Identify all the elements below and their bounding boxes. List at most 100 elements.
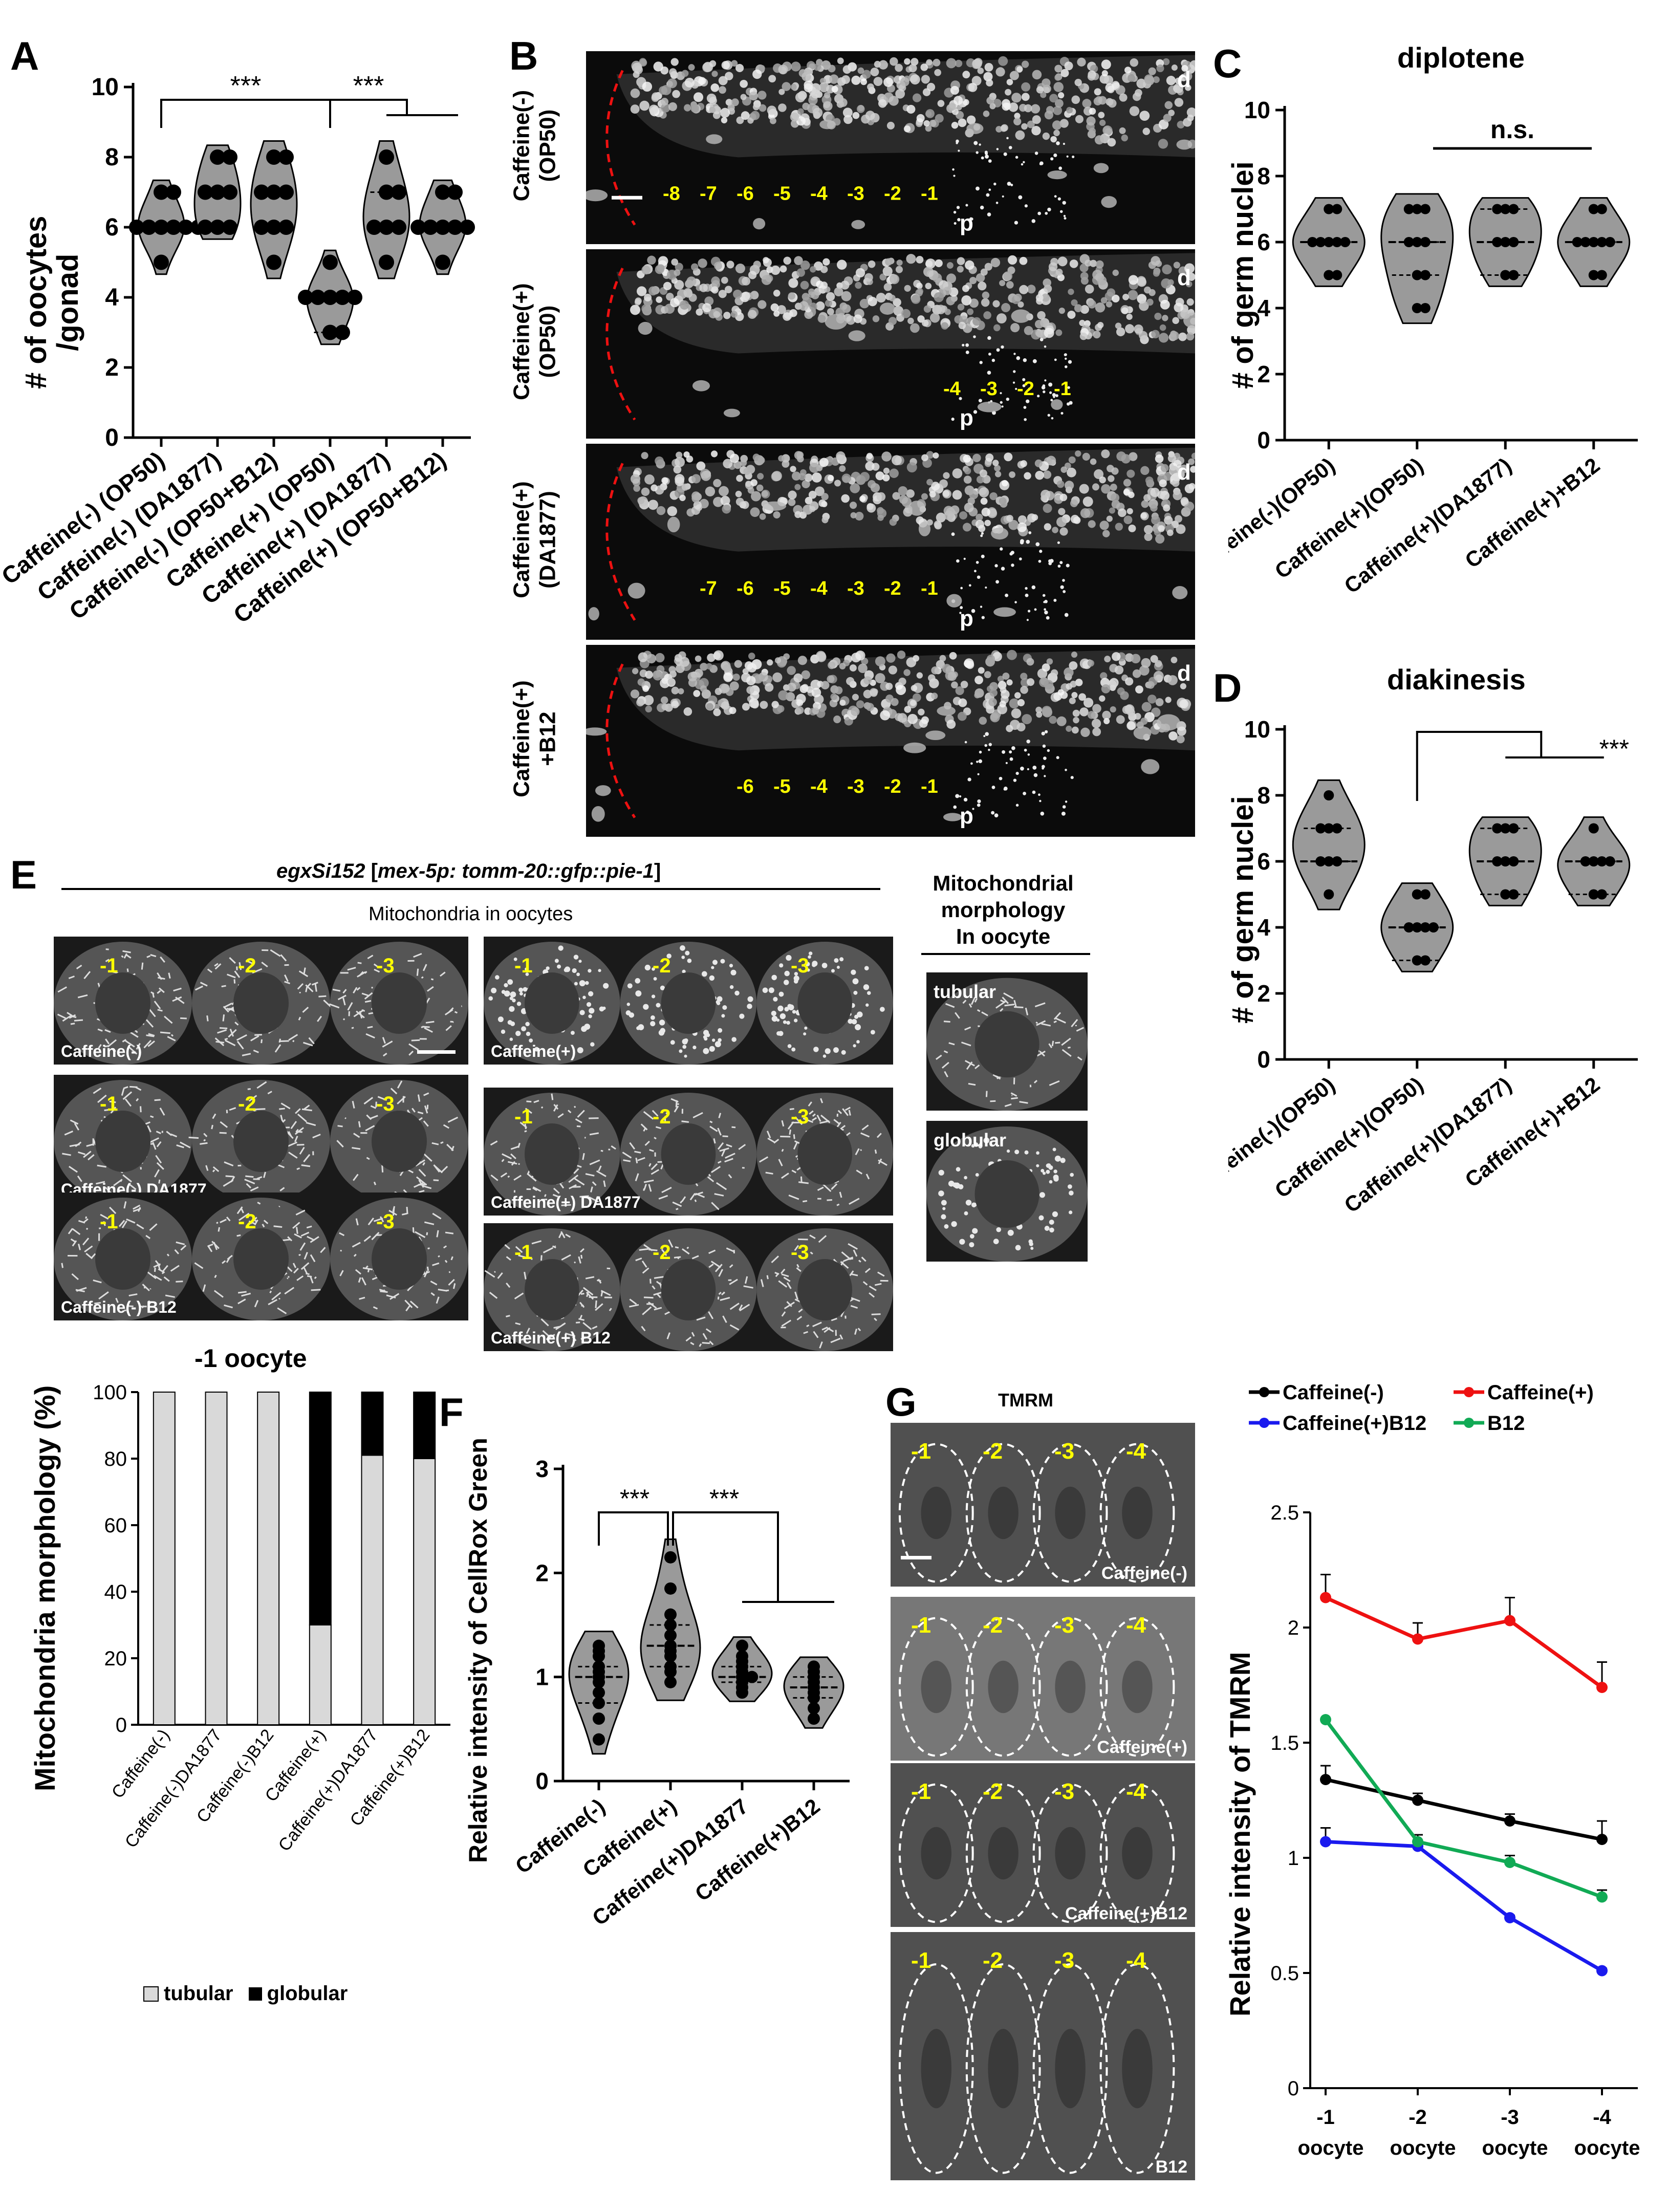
panel-b-image-1-germ-nucleus	[791, 61, 801, 72]
panel-d-data-point	[1324, 790, 1334, 800]
mito-image-left-2-mito-tubule	[296, 1167, 300, 1170]
panel-b-image-4-germ-nucleus	[1141, 702, 1152, 712]
panel-b-image-3-germ-nucleus	[980, 497, 988, 505]
panel-b-image-3-germ-nucleus	[1141, 500, 1149, 508]
panel-g-x-tick-label: -2	[1409, 2106, 1427, 2129]
tmrm-image-3-oocyte-outline	[1032, 1783, 1108, 1923]
panel-f-data-point	[808, 1660, 820, 1673]
mito-oocyte-label: -3	[376, 1210, 395, 1233]
panel-b-proximal-label: p	[960, 405, 973, 430]
panel-a-data-point	[310, 290, 326, 305]
tmrm-oocyte-label: -3	[1054, 1613, 1074, 1638]
panel-b-image-4-germ-nucleus	[772, 672, 783, 683]
panel-b-image-4-germ-nucleus	[1120, 691, 1129, 700]
mito-image-right-2-mito-tubule	[585, 1173, 595, 1177]
panel-b-image-1-germ-nucleus	[1015, 130, 1025, 140]
mito-image-left-2-mito-tubule	[97, 1094, 107, 1103]
mito-image-left-3-mito-tubule	[314, 1276, 317, 1280]
panel-b-image-2-germ-nucleus	[1079, 319, 1086, 327]
panel-b-image-2-germ-nucleus	[889, 274, 900, 285]
panel-b-image-2-germ-nucleus	[686, 276, 697, 287]
bar-legend: tubular globular	[143, 1982, 348, 2005]
panel-b-image-3-germ-nucleus	[850, 512, 857, 518]
panel-b-image-4-germ-nucleus	[637, 678, 645, 686]
mito-image-left-3-mito-tubule	[380, 1290, 388, 1293]
mito-image-left-2-mito-tubule	[250, 1186, 259, 1192]
panel-b-image-2-germ-nucleus	[748, 271, 757, 279]
panel-b-image-2-germ-nucleus	[721, 276, 728, 284]
panel-b-image-2-germ-nucleus	[932, 273, 942, 283]
mito-image-right-2-mito-tubule	[849, 1198, 860, 1205]
morph-image-tubular-canvas: tubular	[926, 972, 1088, 1111]
mito-image-left-1-mito-tubule	[122, 950, 131, 953]
panel-b-image-2-germ-nucleus	[800, 280, 809, 290]
panel-b-image-3-germ-nucleus	[710, 450, 718, 458]
mito-image-right-1-mito-dot	[588, 1014, 592, 1018]
panel-b-image-2-germ-nucleus	[907, 317, 914, 324]
panel-b-image-4-germ-nucleus	[796, 706, 804, 714]
mito-image-right-1-mito-dot	[638, 1024, 644, 1031]
panel-a-data-point	[166, 220, 181, 235]
mito-image-right-3-mito-tubule	[843, 1256, 854, 1262]
panel-b-image-4-germ-nucleus	[1079, 707, 1089, 717]
panel-b-image-3-germ-nucleus	[792, 471, 801, 481]
panel-b-image-1-germ-nucleus	[712, 111, 721, 119]
panel-b-image-1-germ-nucleus	[670, 58, 679, 66]
tmrm-image-1-oocyte-outline	[1032, 1443, 1108, 1583]
panel-b-image-1-germ-nucleus	[759, 64, 765, 72]
panel-a-data-point	[322, 254, 338, 270]
panel-b-image-1-sperm-dot	[980, 205, 984, 210]
panel-b-image-3-germ-nucleus	[1109, 507, 1115, 514]
mito-image-left-1-mito-tubule	[152, 992, 155, 998]
panel-g-legend-marker	[1464, 1387, 1474, 1397]
morph-image-globular-mito-dot	[942, 1207, 946, 1210]
mito-image-right-3-mito-tubule	[579, 1302, 585, 1308]
panel-b-image-1-germ-nucleus	[672, 90, 680, 98]
panel-b-image-3-germ-nucleus	[735, 490, 742, 497]
mito-image-left-2-mito-tubule	[303, 1104, 310, 1110]
tmrm-image-2-oocyte-outline	[898, 1617, 974, 1757]
mito-image-right-2-mito-tubule	[575, 1118, 582, 1123]
panel-b-image-4-sperm-dot	[972, 808, 974, 810]
panel-b-image-1-germ-nucleus	[1022, 60, 1029, 68]
mito-image-left-1-mito-tubule	[104, 1038, 110, 1045]
mito-oocyte-label: -2	[653, 955, 671, 977]
panel-d-data-point	[1596, 856, 1607, 866]
mito-image-right-2-mito-tubule	[861, 1124, 869, 1131]
panel-e-bar-y-tick-label: 20	[104, 1647, 127, 1670]
morph-image-globular-mito-dot	[1049, 1227, 1054, 1233]
panel-b-image-4-bright-nucleus	[595, 785, 611, 796]
mito-image-right-3-mito-tubule	[586, 1291, 594, 1300]
mito-image-left-2-mito-tubule	[113, 1179, 123, 1186]
panel-b-image-2-germ-nucleus	[630, 305, 640, 315]
panel-b-image-4-germ-nucleus	[997, 676, 1004, 683]
mito-image-left-3-mito-tubule	[352, 1242, 361, 1248]
panel-b-image-4-germ-nucleus	[1057, 689, 1065, 696]
panel-a-data-point	[391, 184, 406, 200]
mito-image-right-2-mito-tubule	[707, 1176, 714, 1182]
mito-image-left-3-mito-tubule	[166, 1253, 170, 1256]
mito-image-left-3-mito-tubule	[438, 1288, 447, 1292]
panel-b-image-4-germ-nucleus	[1131, 654, 1141, 664]
morph-image-tubular-mito-tubule	[962, 1000, 967, 1004]
panel-b-image-4-germ-nucleus	[949, 652, 957, 660]
panel-b-image-2-germ-nucleus	[1128, 275, 1138, 285]
panel-b-image-4-germ-nucleus	[1122, 705, 1131, 714]
panel-b-image-1-germ-nucleus	[778, 64, 788, 75]
panel-b-image-4-sperm-dot	[979, 750, 982, 754]
panel-b-image-3-germ-nucleus	[929, 491, 936, 498]
morph-image-tubular-mito-tubule	[977, 1009, 981, 1012]
panel-d-data-point	[1420, 889, 1431, 900]
panel-b-image-1-germ-nucleus	[1053, 106, 1063, 115]
mito-image-left-1-mito-tubule	[347, 967, 356, 971]
panel-f-data-point	[736, 1639, 748, 1652]
mito-image-right-3-mito-tubule	[874, 1317, 877, 1321]
mito-image-left-2-mito-tubule	[93, 1088, 102, 1094]
panel-g-data-point	[1320, 1592, 1331, 1603]
mito-image-right-2-mito-tubule	[553, 1104, 559, 1110]
panel-b-image-4-sperm-dot	[966, 810, 969, 814]
mito-image-right-3-mito-tubule	[668, 1239, 674, 1248]
panel-b-image-2-germ-nucleus	[1035, 294, 1044, 302]
panel-b-image-3-sperm-dot	[980, 534, 983, 537]
